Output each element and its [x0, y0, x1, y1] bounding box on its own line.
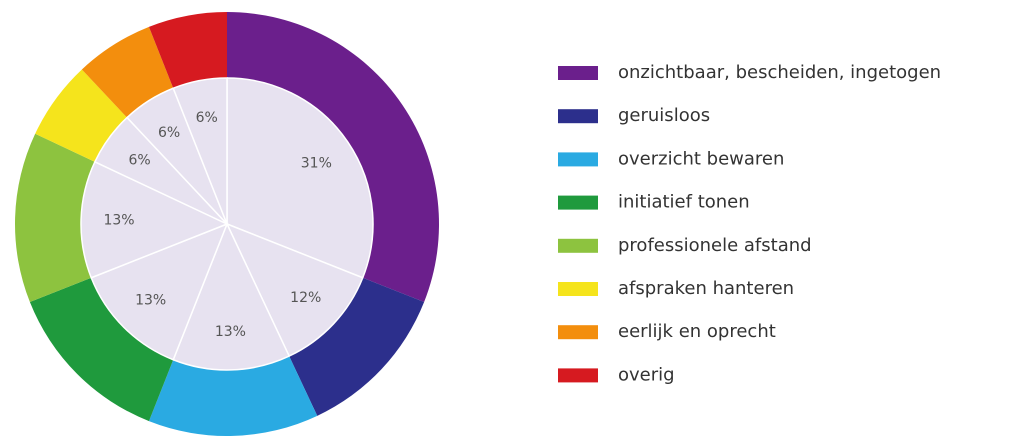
ring-segment: [289, 277, 425, 416]
inner-wedge: [172, 222, 291, 371]
ring-segment: [148, 356, 318, 436]
legend-swatch: [558, 195, 598, 210]
inner-wedge: [225, 222, 364, 358]
legend-label: eerlijk en oprecht: [618, 321, 776, 342]
ring-segment: [29, 277, 174, 422]
slice-label: 31%: [301, 155, 332, 171]
ring-segment: [148, 12, 227, 89]
inner-wedge: [172, 77, 228, 225]
legend-swatch: [558, 152, 598, 167]
slice-label: 6%: [129, 153, 151, 169]
inner-wedge: [80, 160, 229, 279]
legend-label: overig: [618, 364, 675, 385]
slice-label: 6%: [196, 110, 218, 126]
slice-label: 13%: [135, 292, 166, 308]
slice-label: 13%: [103, 213, 134, 229]
inner-wedge: [90, 222, 229, 361]
ring-segment: [35, 69, 128, 162]
legend-label: geruisloos: [618, 105, 710, 126]
ring-segment: [81, 26, 174, 118]
slice-label: 6%: [158, 125, 180, 141]
legend-swatch: [558, 66, 598, 80]
legend-swatch: [558, 282, 598, 296]
slice-label: 12%: [290, 290, 321, 306]
legend-swatch: [558, 325, 598, 340]
legend-label: overzicht bewaren: [618, 148, 784, 169]
legend-swatch: [558, 368, 598, 383]
legend-swatch: [558, 109, 598, 124]
legend-swatch: [558, 238, 598, 253]
ring-segment: [14, 133, 95, 303]
slice-label: 13%: [215, 324, 246, 340]
legend-label: onzichtbaar, bescheiden, ingetogen: [618, 62, 941, 83]
legend-label: afspraken hanteren: [618, 278, 794, 299]
legend-label: initiatief tonen: [618, 192, 750, 213]
inner-wedge: [226, 77, 374, 279]
ring-segment: [227, 12, 439, 303]
legend-label: professionele afstand: [618, 235, 812, 256]
